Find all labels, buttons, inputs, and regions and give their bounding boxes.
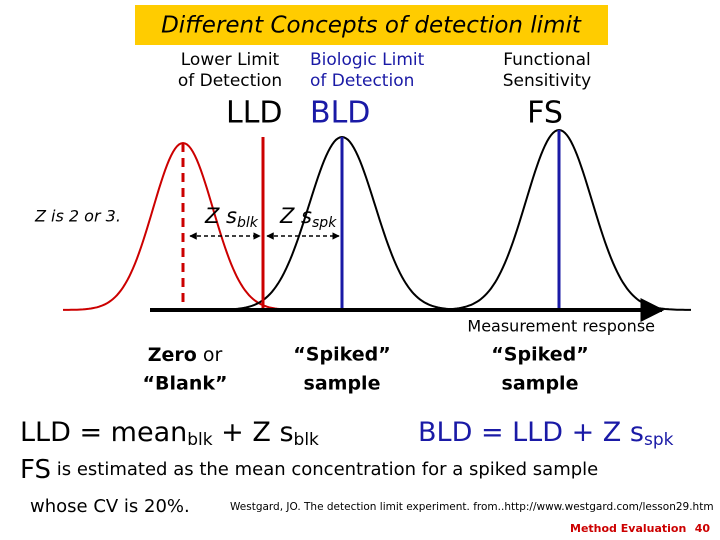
subscript: spk bbox=[312, 215, 337, 231]
symbol: Z s bbox=[279, 204, 312, 228]
text: BLD = LLD + Z s bbox=[418, 417, 644, 448]
spread-label: Z sspk bbox=[279, 204, 337, 231]
concept-label: of Detection bbox=[310, 71, 414, 91]
formula-lld: LLD = meanblk + Z sblk bbox=[20, 417, 319, 451]
symbol: Z s bbox=[204, 204, 237, 228]
title-box bbox=[135, 5, 608, 45]
subscript: blk bbox=[294, 430, 320, 450]
spread-label: Z sblk bbox=[204, 204, 259, 231]
concept-abbr: LLD bbox=[226, 96, 283, 131]
citation: Westgard, JO. The detection limit experi… bbox=[230, 501, 714, 513]
concept-label: of Detection bbox=[178, 71, 282, 91]
text: + Z s bbox=[213, 417, 294, 448]
abbr: FS bbox=[20, 455, 51, 485]
subscript: blk bbox=[237, 215, 259, 231]
sample-label: “Spiked” bbox=[293, 344, 390, 366]
page-number: 40 bbox=[695, 522, 711, 535]
concept-label: Lower Limit bbox=[181, 50, 280, 70]
fs-note: FS is estimated as the mean concentratio… bbox=[20, 455, 598, 485]
formula-bld: BLD = LLD + Z sspk bbox=[418, 417, 674, 451]
sample-label: “Spiked” bbox=[491, 344, 588, 366]
sample-label: sample bbox=[304, 373, 381, 395]
footer-section: Method Evaluation bbox=[570, 522, 686, 535]
sample-label: “Blank” bbox=[143, 373, 228, 395]
text: is estimated as the mean concentration f… bbox=[57, 459, 598, 480]
z-note: Z is 2 or 3. bbox=[34, 207, 121, 226]
sample-label: sample bbox=[502, 373, 579, 395]
concept-label: Functional bbox=[503, 50, 590, 70]
fs-note: whose CV is 20%. bbox=[30, 496, 190, 517]
subscript: spk bbox=[644, 430, 674, 450]
axis-label: Measurement response bbox=[467, 317, 655, 336]
concept-label: Sensitivity bbox=[503, 71, 592, 91]
title: Different Concepts of detection limit bbox=[161, 13, 582, 39]
sample-label: Zero or bbox=[148, 344, 223, 366]
curves bbox=[63, 128, 691, 311]
concept-label: Biologic Limit bbox=[310, 50, 425, 70]
subscript: blk bbox=[187, 430, 213, 450]
word: or bbox=[203, 344, 223, 366]
concept-abbr: BLD bbox=[310, 96, 370, 131]
concept-abbr: FS bbox=[527, 96, 563, 131]
text: LLD = mean bbox=[20, 417, 187, 448]
word: Zero bbox=[148, 344, 197, 366]
